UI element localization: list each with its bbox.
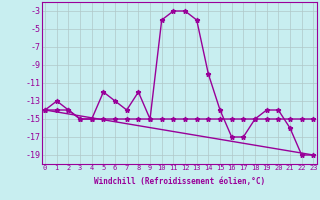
X-axis label: Windchill (Refroidissement éolien,°C): Windchill (Refroidissement éolien,°C): [94, 177, 265, 186]
